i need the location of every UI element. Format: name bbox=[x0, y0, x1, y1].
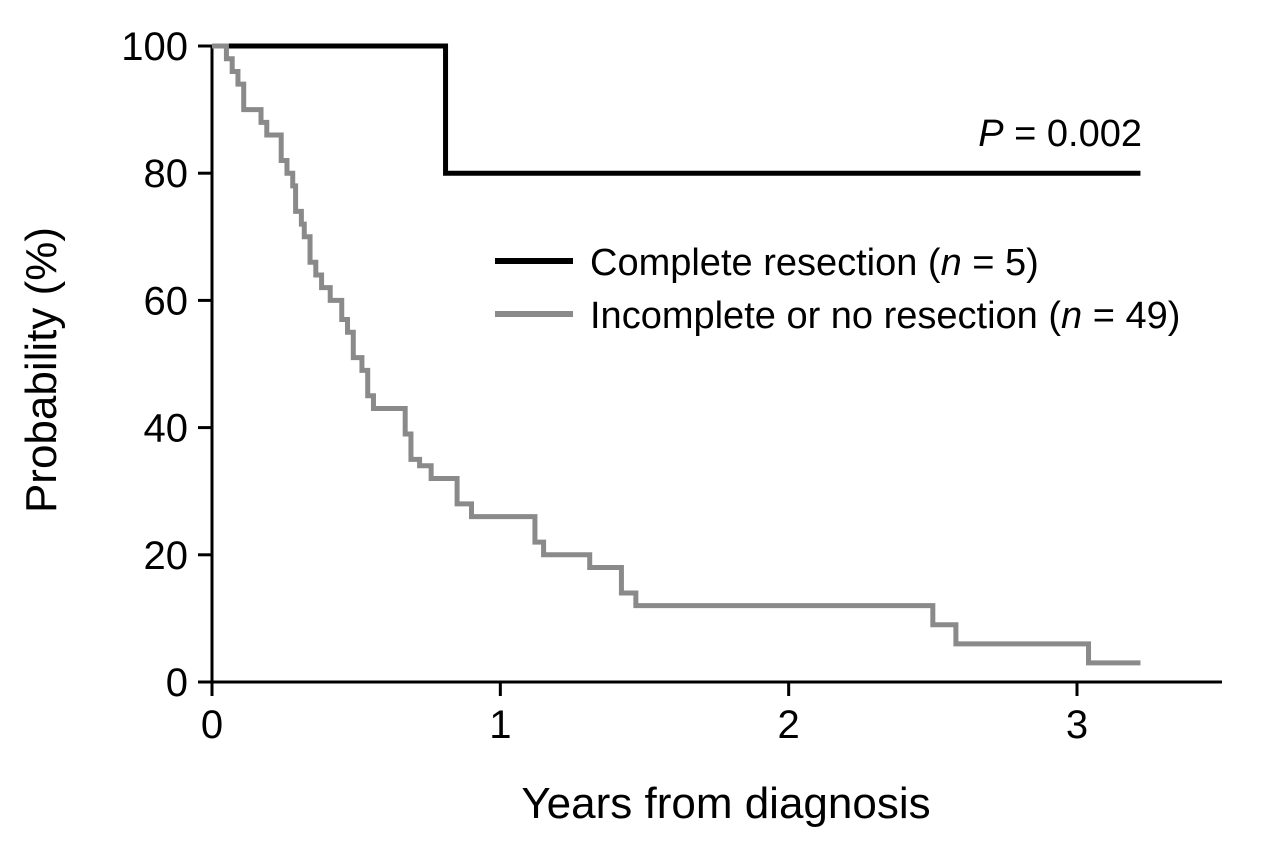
y-ticks: 0 20 40 60 80 100 bbox=[121, 25, 212, 705]
y-tick-label: 0 bbox=[166, 661, 188, 705]
x-tick-label: 2 bbox=[778, 703, 800, 747]
y-axis-title: Probability (%) bbox=[17, 227, 66, 513]
legend-incomplete-suffix: = 49) bbox=[1082, 295, 1180, 337]
y-tick-label: 40 bbox=[144, 407, 189, 451]
legend-label-incomplete: Incomplete or no resection (n = 49) bbox=[590, 295, 1180, 337]
p-value-text: = 0.002 bbox=[1004, 113, 1142, 155]
axes bbox=[210, 46, 1222, 684]
legend-complete-prefix: Complete resection ( bbox=[590, 242, 941, 284]
survival-curves bbox=[212, 43, 1141, 666]
curve-incomplete-resection bbox=[212, 43, 1141, 666]
p-value-annotation: P = 0.002 bbox=[978, 113, 1142, 155]
legend: Complete resection (n = 5) Incomplete or… bbox=[495, 242, 1180, 337]
y-tick-label: 80 bbox=[144, 152, 189, 196]
y-tick-label: 60 bbox=[144, 279, 189, 323]
legend-label-complete: Complete resection (n = 5) bbox=[590, 242, 1039, 284]
x-tick-label: 3 bbox=[1066, 703, 1088, 747]
curve-complete-resection bbox=[212, 43, 1141, 176]
legend-incomplete-prefix: Incomplete or no resection ( bbox=[590, 295, 1061, 337]
x-tick-label: 1 bbox=[489, 703, 511, 747]
legend-incomplete-n: n bbox=[1061, 295, 1082, 337]
p-value-italic: P bbox=[978, 113, 1004, 155]
x-ticks: 0 1 2 3 bbox=[201, 682, 1088, 747]
legend-complete-suffix: = 5) bbox=[962, 242, 1039, 284]
y-tick-label: 100 bbox=[121, 25, 188, 69]
x-axis-title: Years from diagnosis bbox=[521, 779, 930, 828]
y-tick-label: 20 bbox=[144, 534, 189, 578]
legend-complete-n: n bbox=[941, 242, 962, 284]
x-tick-label: 0 bbox=[201, 703, 223, 747]
